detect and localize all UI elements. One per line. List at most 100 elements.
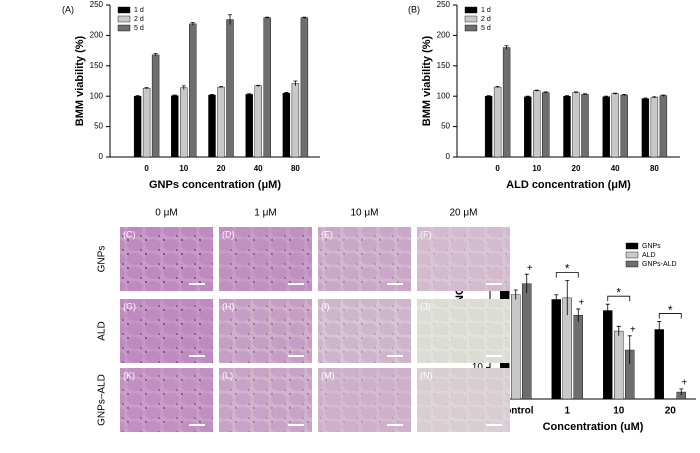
column-label: 20 μM — [450, 208, 478, 219]
bar — [226, 19, 234, 158]
y-tick-label: 100 — [90, 91, 104, 100]
significance-star: * — [616, 285, 621, 299]
bar — [263, 17, 271, 158]
error-bar — [604, 95, 609, 98]
column-label: 1 μM — [254, 208, 276, 219]
error-bar — [524, 273, 529, 294]
error-bar — [565, 95, 569, 97]
error-bar — [543, 91, 548, 94]
error-bar — [172, 94, 177, 97]
legend-swatch — [117, 6, 131, 14]
error-bar — [210, 93, 214, 96]
bar — [133, 95, 142, 158]
bar — [522, 283, 532, 400]
x-tick-label: 10 — [179, 164, 188, 173]
x-tick-label: 10 — [532, 164, 541, 173]
micrograph-texture — [120, 299, 213, 363]
bar — [551, 299, 561, 400]
y-tick-label: 100 — [437, 91, 451, 100]
bar — [524, 96, 532, 158]
row-label: GNPs–ALD — [97, 374, 108, 426]
significance-star: * — [668, 303, 673, 317]
panel-label: (G) — [123, 301, 136, 311]
bar — [208, 94, 216, 158]
error-bar — [190, 22, 195, 26]
error-bar — [247, 93, 252, 95]
bar — [603, 310, 613, 400]
legend-label: 2 d — [481, 16, 491, 23]
x-tick-label: 0 — [144, 164, 149, 173]
y-tick-label: 200 — [437, 31, 451, 40]
significance-star: * — [565, 262, 570, 276]
bar — [573, 315, 583, 400]
bar — [659, 95, 668, 158]
micrograph-texture — [417, 227, 510, 291]
error-bar — [513, 289, 518, 300]
error-bar — [525, 95, 530, 98]
row-label: GNPs — [97, 246, 108, 273]
panel-label: (I) — [321, 301, 330, 311]
error-bar — [181, 85, 186, 90]
bar — [602, 96, 610, 158]
error-bar — [583, 93, 587, 95]
bar — [171, 95, 179, 158]
error-bar — [613, 92, 618, 95]
y-tick-label: 50 — [441, 122, 450, 131]
y-tick-label: 150 — [437, 61, 451, 70]
error-bar — [153, 53, 158, 57]
error-bar — [135, 95, 140, 97]
bar — [542, 92, 550, 158]
error-bar — [622, 93, 627, 96]
micrograph-texture — [219, 299, 312, 363]
significance-plus: + — [681, 378, 687, 389]
significance-plus: + — [630, 324, 636, 335]
y-tick-label: 200 — [90, 31, 104, 40]
panel-label: (K) — [123, 370, 135, 380]
error-bar — [504, 45, 509, 50]
legend-swatch — [625, 242, 639, 250]
y-tick-label: 50 — [94, 122, 103, 131]
bar — [254, 85, 262, 158]
bar — [533, 90, 541, 158]
error-bar — [534, 89, 539, 92]
x-tick-label: 80 — [291, 164, 300, 173]
error-bar — [574, 91, 578, 94]
panel-label: (B) — [408, 4, 420, 14]
x-axis-label: GNPs concentration (μM) — [149, 179, 281, 191]
micrograph-texture — [417, 368, 510, 432]
column-label: 10 μM — [351, 208, 379, 219]
bar — [650, 97, 659, 158]
legend-swatch — [625, 260, 639, 268]
error-bar — [144, 87, 149, 89]
error-bar — [679, 388, 684, 396]
bar — [641, 98, 650, 158]
error-bar — [495, 86, 500, 88]
micrograph-texture — [318, 368, 411, 432]
bar — [511, 294, 521, 400]
row-label: ALD — [97, 321, 108, 340]
error-bar — [293, 80, 298, 86]
x-tick-label: 0 — [495, 164, 500, 173]
error-bar — [486, 95, 491, 97]
y-axis-label: BMM viability (%) — [421, 35, 433, 126]
bar — [142, 88, 151, 158]
significance-bracket — [555, 272, 579, 278]
error-bar — [565, 280, 570, 316]
micrograph-texture — [219, 368, 312, 432]
panel-label: (F) — [420, 229, 432, 239]
legend-label: GNPs-ALD — [642, 261, 677, 268]
x-axis-label: ALD concentration (μM) — [506, 179, 631, 191]
bar — [484, 95, 493, 158]
y-tick-label: 250 — [437, 0, 451, 9]
error-bar — [554, 294, 559, 305]
y-tick-label: 150 — [90, 61, 104, 70]
legend-label: 5 d — [134, 25, 144, 32]
legend-label: 1 d — [481, 7, 491, 14]
x-tick-label: 80 — [650, 164, 659, 173]
bar — [217, 86, 225, 158]
x-tick-label: 20 — [217, 164, 226, 173]
error-bar — [228, 14, 232, 25]
micrograph-texture — [318, 227, 411, 291]
panel-label: (E) — [321, 229, 333, 239]
legend-label: 5 d — [481, 25, 491, 32]
